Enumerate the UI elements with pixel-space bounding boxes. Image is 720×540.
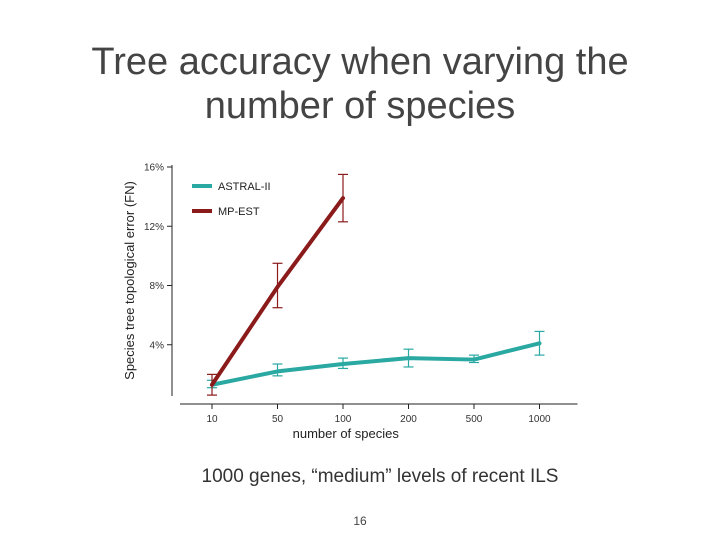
chart-legend: ASTRAL-II MP-EST (192, 181, 271, 218)
legend-label: MP-EST (218, 206, 260, 218)
chart-axes: 4% 8% 12% 16% 10 50 100 200 500 1000 number of spe… (122, 163, 578, 441)
x-axis-title: number of species (293, 426, 400, 441)
y-tick-label: 4% (150, 340, 165, 351)
error-bar (338, 173, 348, 223)
slide-title-line-1: Tree accuracy when varying the (91, 41, 629, 83)
x-tick-label: 500 (466, 414, 483, 425)
error-bar (403, 348, 414, 368)
series-line (210, 341, 542, 387)
x-tick-label: 10 (206, 414, 218, 425)
legend-label: ASTRAL-II (218, 181, 271, 193)
y-tick-label: 8% (150, 281, 165, 292)
y-axis-title: Species tree topological error (FN) (122, 181, 137, 380)
slide-title: Tree accuracy when varying the number of… (0, 40, 720, 128)
x-tick-label: 200 (400, 414, 417, 425)
y-tick-label: 12% (144, 222, 164, 233)
x-tick-label: 1000 (528, 414, 551, 425)
error-bar (534, 330, 545, 356)
error-bar (272, 363, 283, 377)
error-bar (272, 262, 283, 309)
slide-title-line-2: number of species (204, 85, 516, 127)
error-bar (469, 354, 479, 364)
x-tick-label: 100 (335, 414, 352, 425)
x-tick-label: 50 (272, 414, 284, 425)
page-number: 16 (353, 514, 367, 528)
slide-caption: 1000 genes, “medium” levels of recent IL… (201, 466, 559, 487)
y-tick-label: 16% (144, 163, 164, 174)
error-bar (207, 373, 217, 396)
chart-series (207, 173, 545, 396)
error-bar (338, 357, 348, 370)
